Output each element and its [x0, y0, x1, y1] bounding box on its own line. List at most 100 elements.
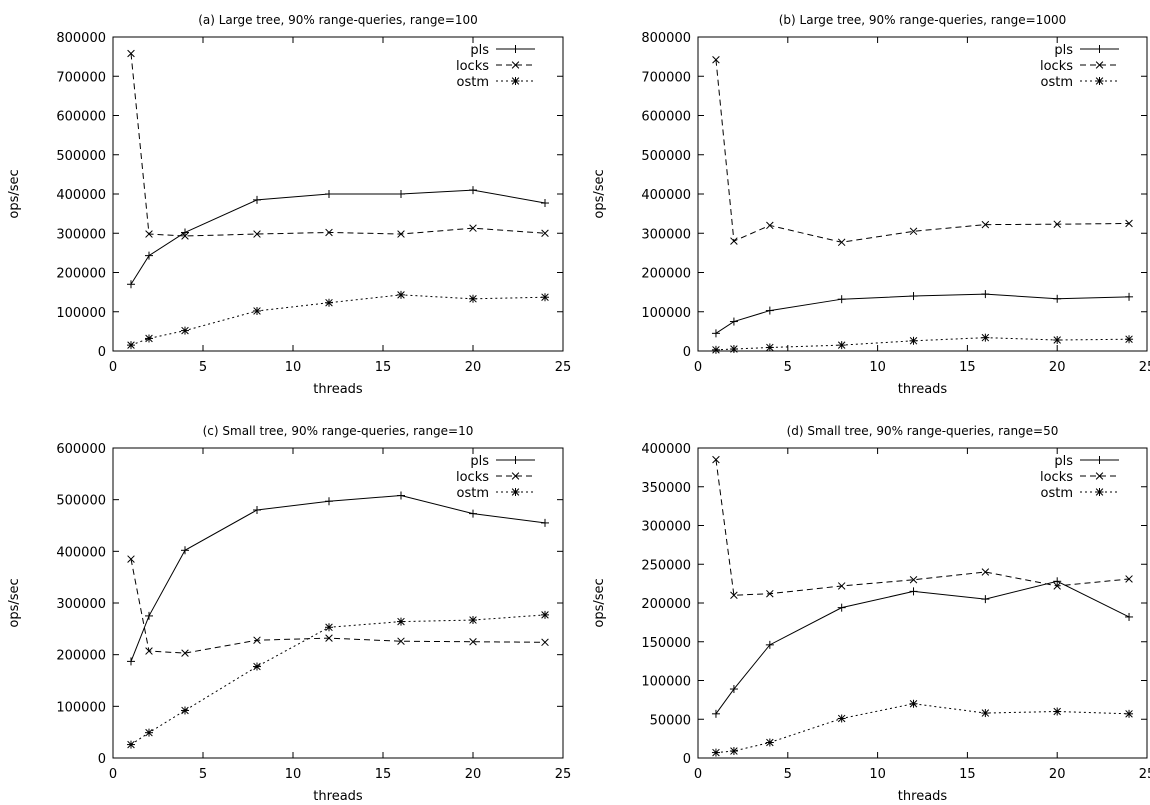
data-point-pls [909, 587, 918, 596]
data-point-ostm [145, 334, 153, 343]
y-tick-label: 100000 [641, 675, 691, 690]
data-point-ostm [397, 290, 405, 299]
data-point-locks [837, 238, 846, 247]
plot-frame [697, 36, 1148, 352]
data-point-locks [397, 637, 405, 645]
data-point-pls [127, 657, 135, 666]
y-tick-label: 500000 [56, 149, 106, 164]
data-point-ostm [253, 306, 261, 315]
series-pls [711, 577, 1134, 718]
y-tick-label: 150000 [641, 636, 691, 651]
data-point-locks [730, 591, 738, 600]
data-point-pls [981, 290, 990, 299]
series-ostm [127, 290, 549, 350]
data-point-locks [181, 232, 189, 240]
data-point-pls [837, 295, 846, 304]
data-point-pls [981, 595, 990, 604]
data-point-ostm [541, 293, 549, 302]
data-point-ostm [711, 748, 720, 757]
series-line-ostm [130, 614, 546, 745]
x-tick-label: 25 [555, 360, 572, 375]
series-line-ostm [715, 337, 1130, 351]
y-tick-label: 500000 [56, 494, 106, 509]
legend-marker-locks [511, 472, 520, 480]
y-tick-label: 350000 [641, 481, 691, 496]
data-point-locks [253, 230, 261, 238]
series-line-locks [130, 53, 546, 237]
data-point-locks [145, 647, 153, 655]
data-point-locks [837, 582, 846, 590]
series-pls [127, 491, 549, 666]
data-point-ostm [981, 333, 990, 342]
legend-marker-pls [1095, 456, 1104, 464]
data-point-ostm [325, 298, 333, 307]
data-point-locks [127, 555, 135, 563]
data-point-pls [1125, 292, 1134, 301]
x-tick-label: 0 [694, 767, 702, 782]
y-axis-label: ops/sec [592, 578, 607, 627]
data-point-ostm [909, 336, 918, 345]
data-point-locks [766, 221, 774, 230]
data-point-locks [981, 568, 990, 576]
data-point-ostm [181, 326, 189, 335]
x-tick-label: 10 [869, 360, 886, 375]
data-point-locks [981, 220, 990, 229]
data-point-pls [765, 640, 774, 649]
data-point-ostm [541, 610, 549, 619]
data-point-ostm [325, 623, 333, 632]
legend-marker-pls [511, 45, 520, 53]
y-tick-label: 300000 [56, 597, 106, 612]
x-axis-label: threads [898, 789, 948, 804]
y-tick-label: 300000 [641, 227, 691, 242]
x-tick-label: 0 [109, 767, 117, 782]
data-point-locks [145, 230, 153, 238]
legend-label-locks: locks [1040, 59, 1073, 74]
series-line-pls [130, 495, 546, 662]
data-point-pls [711, 329, 720, 338]
y-tick-label: 800000 [56, 31, 106, 46]
data-point-pls [1053, 294, 1062, 303]
series-line-locks [715, 59, 1130, 243]
data-point-pls [729, 317, 738, 326]
series-pls [127, 186, 549, 289]
data-point-pls [765, 306, 774, 315]
data-point-pls [181, 228, 189, 237]
series-line-locks [130, 558, 546, 654]
data-point-locks [909, 575, 918, 584]
legend-marker-locks [1095, 472, 1104, 480]
data-point-locks [766, 589, 774, 598]
series-line-pls [130, 189, 546, 285]
series-line-pls [715, 580, 1130, 715]
data-point-locks [541, 229, 549, 238]
x-tick-label: 25 [1139, 767, 1150, 782]
y-tick-label: 200000 [56, 267, 106, 282]
x-tick-label: 20 [465, 767, 482, 782]
y-tick-label: 800000 [641, 31, 691, 46]
data-point-locks [397, 230, 405, 238]
data-point-pls [397, 190, 405, 198]
y-tick-label: 300000 [641, 520, 691, 535]
data-point-pls [469, 186, 477, 195]
legend-label-pls: pls [1054, 454, 1073, 469]
data-point-pls [469, 509, 477, 518]
y-tick-label: 100000 [641, 306, 691, 321]
data-point-locks [325, 634, 333, 642]
x-axis-label: threads [898, 382, 948, 397]
legend-label-locks: locks [1040, 470, 1073, 485]
data-point-ostm [127, 740, 135, 749]
x-tick-label: 25 [555, 767, 572, 782]
legend-label-pls: pls [470, 43, 489, 58]
data-point-pls [325, 190, 333, 198]
data-point-ostm [765, 738, 774, 747]
x-tick-label: 15 [375, 767, 392, 782]
data-point-ostm [837, 341, 846, 350]
x-tick-label: 5 [199, 360, 207, 375]
y-tick-label: 250000 [641, 558, 691, 573]
data-point-pls [253, 195, 261, 204]
data-point-locks [541, 638, 549, 647]
y-tick-label: 100000 [56, 306, 106, 321]
x-tick-label: 0 [109, 360, 117, 375]
series-line-locks [715, 459, 1130, 596]
x-tick-label: 20 [1049, 767, 1066, 782]
